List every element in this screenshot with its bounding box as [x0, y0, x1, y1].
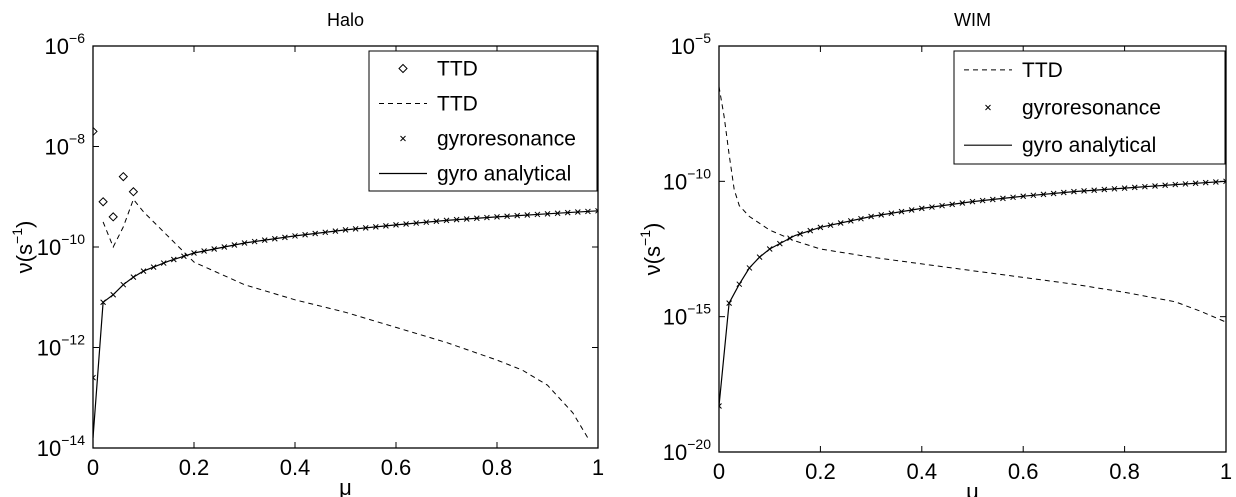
series-ttd-diamond-point — [98, 197, 108, 207]
x-tick-label: 0.2 — [805, 459, 836, 484]
legend-entry: gyro analytical — [964, 134, 1156, 157]
series-ttd-diamond-point — [93, 126, 98, 137]
x-axis-label: μ — [339, 475, 352, 497]
x-tick-label: 0.4 — [280, 455, 311, 480]
x-tick-label: 0.8 — [482, 455, 513, 480]
y-tick-label: 10−15 — [663, 301, 711, 330]
plot-frame — [718, 45, 1227, 453]
chart-title: Halo — [327, 10, 364, 30]
chart-halo: Halo 0 0.2 0.4 0.6 0.8 1 10−14 10−12 10−10 10−8 10−… — [9, 10, 604, 497]
series-gyroresonance-cross-point — [595, 207, 598, 214]
series-ttd-diamond-point — [108, 212, 118, 222]
legend-entry: gyroresonance — [400, 128, 576, 151]
plot-area — [93, 126, 598, 439]
legend-entry: TTD — [964, 59, 1063, 82]
series-gyroresonance-cross-point — [719, 403, 722, 409]
y-tick-label: 10−6 — [45, 30, 86, 59]
y-tick-label: 10−10 — [37, 231, 85, 260]
legend-label: gyro analytical — [1022, 134, 1156, 157]
x-tick-label: 0.4 — [907, 459, 938, 484]
x-tick-label: 1 — [1220, 459, 1232, 484]
x-tick-label: 0 — [713, 459, 725, 484]
series-ttd-diamond-point — [128, 187, 139, 197]
legend-entry: TTD — [379, 93, 478, 116]
series-gyroresonance-cross-point — [93, 374, 96, 381]
legend-swatch-diamond — [398, 63, 408, 74]
y-tick-label: 10−10 — [663, 165, 711, 194]
legend-entry: TTD — [398, 58, 478, 81]
legend: TTD TTD gyroresonance gyro analytical — [368, 50, 598, 192]
chart-title: WIM — [954, 10, 991, 30]
y-tick-label: 10−20 — [663, 436, 711, 465]
legend-label: TTD — [437, 93, 478, 116]
legend: TTD gyroresonance gyro analytical — [953, 50, 1226, 165]
series-gyroresonance-cross-point — [1223, 178, 1226, 185]
x-tick-label: 0.2 — [179, 455, 210, 480]
series-ttd-dashed-line — [102, 198, 589, 439]
x-tick-label: 0.6 — [1008, 459, 1039, 484]
y-tick-label: 10−5 — [671, 30, 712, 59]
x-tick-label: 0 — [87, 455, 99, 480]
legend-label: TTD — [1022, 59, 1063, 82]
legend-label: gyro analytical — [437, 163, 571, 186]
x-axis-label: μ — [966, 479, 979, 497]
y-axis-label: ν(s−1) — [637, 223, 665, 276]
legend-label: gyroresonance — [437, 128, 576, 151]
y-tick-label: 10−8 — [45, 131, 86, 160]
legend-swatch-cross — [400, 135, 406, 142]
chart-wim: WIM 0 0.2 0.4 0.6 0.8 1 10−20 10−15 10−10 10−5 μ ν(s… — [637, 10, 1232, 497]
x-tick-label: 1 — [592, 455, 604, 480]
y-tick-label: 10−12 — [37, 332, 85, 361]
series-gyro-analytical-solid-line — [93, 210, 598, 439]
legend-label: TTD — [437, 58, 478, 81]
legend-entry: gyroresonance — [985, 97, 1161, 120]
y-axis-label: ν(s−1) — [9, 221, 37, 274]
y-tick-label: 10−14 — [37, 432, 85, 461]
legend-entry: gyro analytical — [379, 163, 571, 186]
legend-swatch-cross — [985, 104, 991, 111]
series-gyro-analytical-solid-line — [719, 180, 1226, 407]
legend-box — [368, 50, 598, 192]
series-ttd-diamond-point — [118, 171, 129, 182]
plot-area — [719, 86, 1226, 409]
x-tick-label: 0.8 — [1109, 459, 1140, 484]
legend-label: gyroresonance — [1022, 97, 1161, 120]
x-tick-label: 0.6 — [381, 455, 412, 480]
